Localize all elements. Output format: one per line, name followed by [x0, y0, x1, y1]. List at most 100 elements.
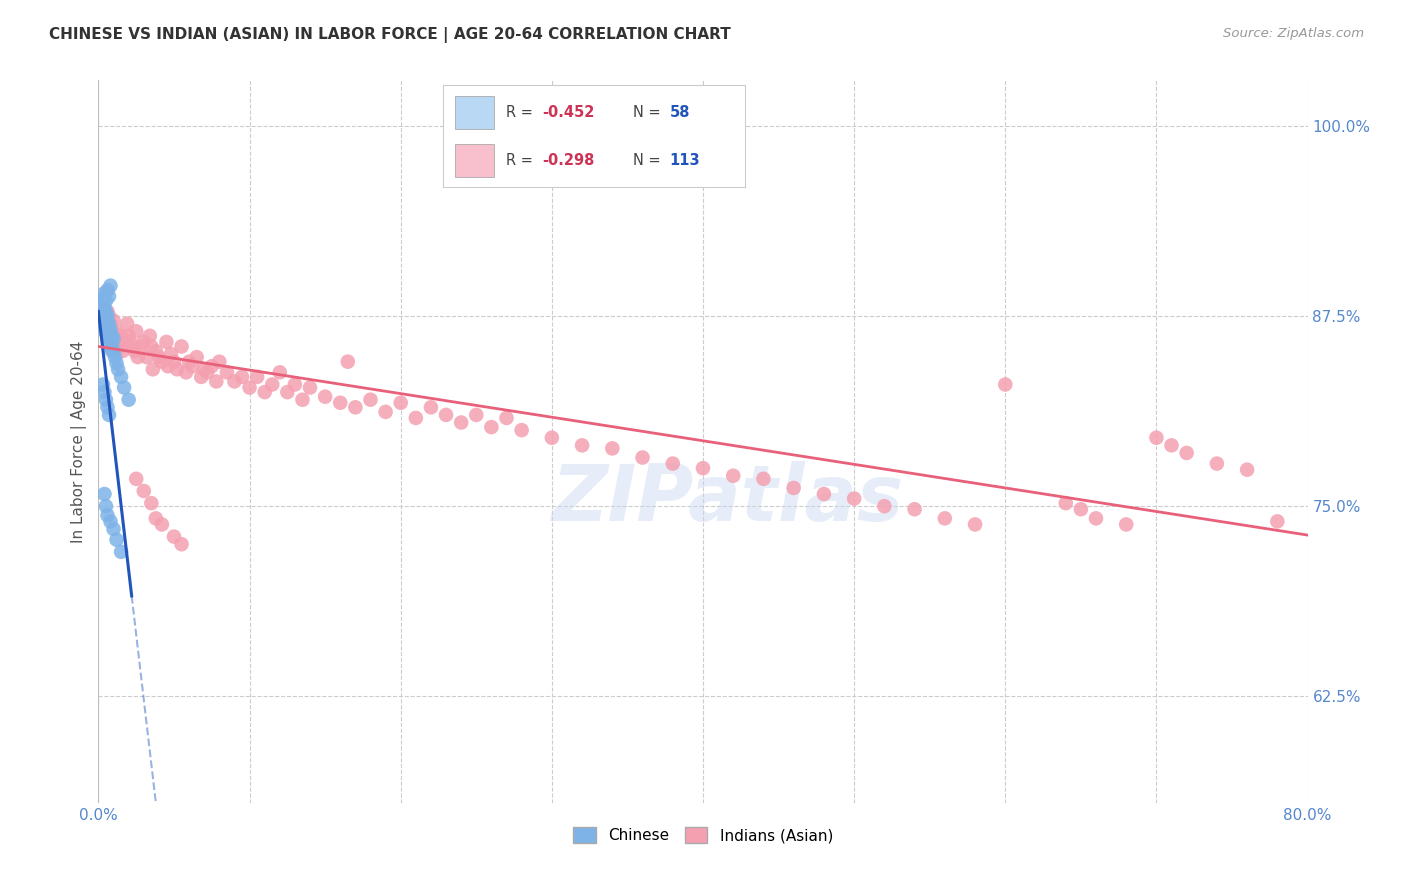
Point [904, 502, 927, 516]
Point [132, 334, 155, 349]
Point [934, 511, 956, 525]
Point [94, 313, 117, 327]
Point [110, 370, 132, 384]
Point [100, 339, 122, 353]
Legend: Chinese, Indians (Asian): Chinese, Indians (Asian) [567, 822, 839, 849]
Y-axis label: In Labor Force | Age 20-64: In Labor Force | Age 20-64 [72, 341, 87, 542]
Point [723, 468, 745, 483]
Point [145, 344, 167, 359]
Point [112, 380, 135, 394]
Point [1206, 457, 1229, 471]
Point [105, 533, 128, 547]
Point [125, 324, 148, 338]
Text: R =: R = [506, 105, 538, 120]
Point [91, 298, 114, 312]
Point [91, 301, 114, 316]
Point [103, 332, 125, 346]
Text: Source: ZipAtlas.com: Source: ZipAtlas.com [1223, 27, 1364, 40]
Point [103, 328, 125, 343]
Point [170, 339, 193, 353]
Point [374, 405, 396, 419]
Point [1144, 431, 1167, 445]
Point [94, 392, 117, 407]
Point [215, 365, 238, 379]
Point [495, 411, 517, 425]
Point [101, 328, 124, 343]
Point [481, 420, 503, 434]
Point [90, 304, 112, 318]
Point [94, 319, 117, 334]
Point [105, 324, 128, 338]
Point [540, 431, 562, 445]
Point [631, 450, 654, 465]
Point [360, 392, 382, 407]
Point [1085, 511, 1108, 525]
Point [276, 385, 298, 400]
Point [89, 298, 111, 312]
Point [93, 313, 115, 327]
Point [813, 487, 835, 501]
Point [96, 328, 118, 343]
Point [160, 347, 183, 361]
Point [100, 317, 122, 331]
Point [94, 293, 117, 308]
Point [186, 350, 208, 364]
Point [231, 370, 253, 384]
Point [98, 408, 121, 422]
Point [93, 310, 115, 325]
Bar [456, 145, 495, 177]
Point [100, 278, 122, 293]
Point [93, 286, 115, 301]
Point [101, 324, 124, 338]
Point [181, 359, 204, 374]
Point [124, 344, 146, 359]
Point [104, 350, 127, 364]
Point [389, 396, 412, 410]
Point [329, 396, 352, 410]
Point [96, 309, 118, 323]
Point [155, 334, 177, 349]
Point [90, 301, 112, 316]
Point [89, 293, 111, 307]
Point [125, 472, 148, 486]
Point [98, 309, 121, 323]
Point [110, 339, 132, 353]
Point [150, 354, 173, 368]
Point [571, 438, 593, 452]
Point [465, 408, 488, 422]
Point [783, 481, 806, 495]
Point [100, 323, 122, 337]
Point [94, 319, 117, 334]
Point [141, 496, 163, 510]
Point [1267, 515, 1289, 529]
Point [100, 339, 122, 353]
Point [132, 483, 155, 498]
Point [965, 517, 987, 532]
Point [115, 317, 138, 331]
Bar [456, 96, 495, 128]
Point [94, 326, 117, 340]
Point [93, 385, 115, 400]
Point [110, 545, 132, 559]
Point [156, 359, 179, 374]
Point [104, 334, 127, 349]
Point [118, 392, 141, 407]
Point [96, 317, 118, 331]
Text: 58: 58 [669, 105, 690, 120]
Point [336, 354, 359, 368]
Point [299, 380, 322, 394]
Point [94, 499, 117, 513]
Point [170, 537, 193, 551]
Point [94, 309, 117, 323]
Point [103, 522, 125, 536]
Point [193, 362, 215, 376]
Point [93, 301, 115, 316]
Point [1236, 463, 1258, 477]
Point [96, 323, 118, 337]
Text: -0.452: -0.452 [543, 105, 595, 120]
Point [93, 487, 115, 501]
Point [190, 370, 212, 384]
Point [93, 308, 115, 322]
Point [1054, 496, 1077, 510]
Text: N =: N = [633, 153, 665, 169]
